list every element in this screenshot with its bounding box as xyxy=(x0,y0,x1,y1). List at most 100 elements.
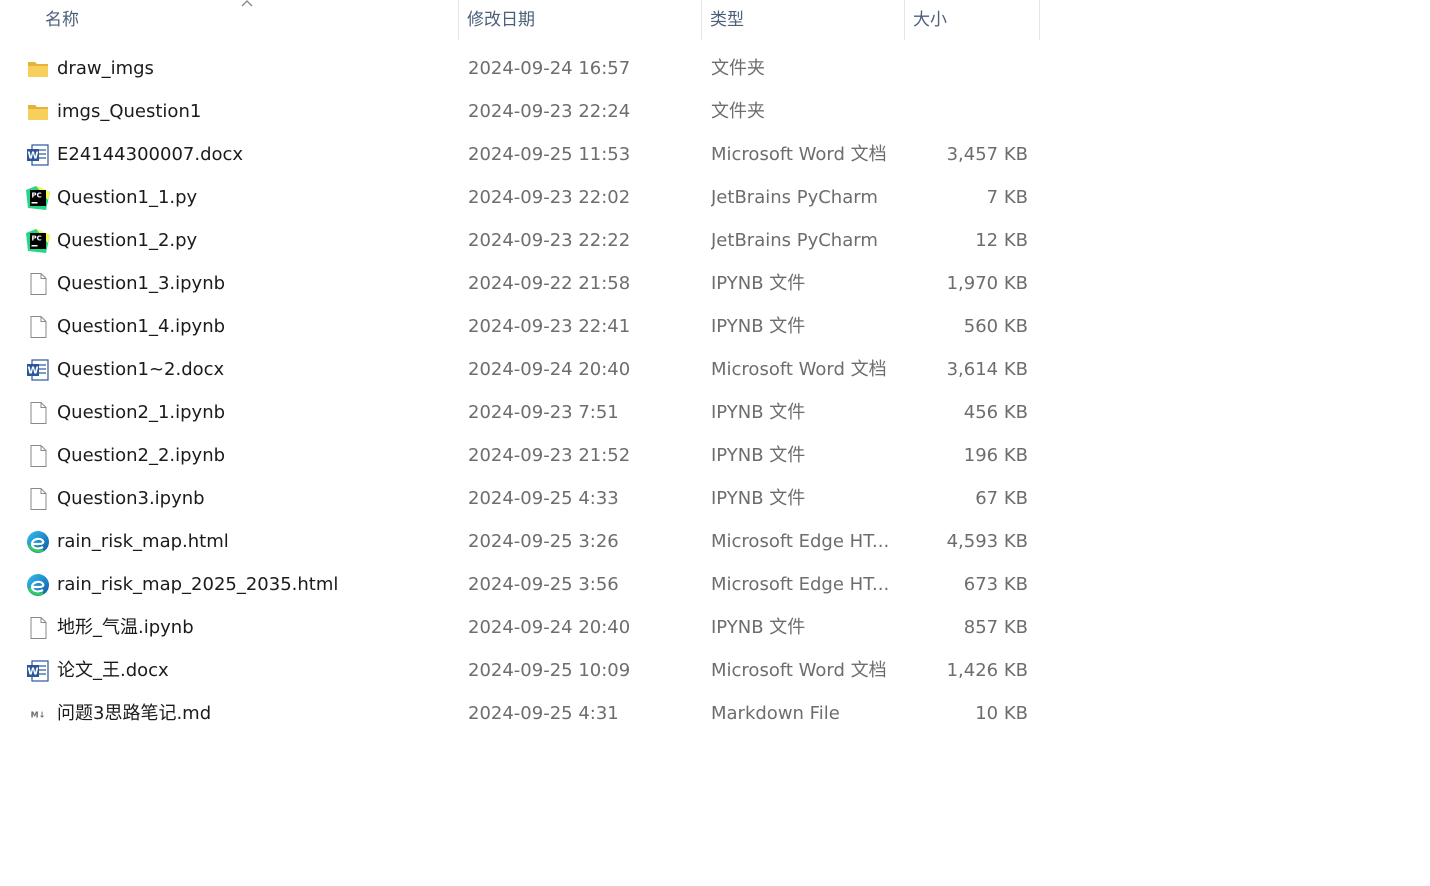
file-size: 1,426 KB xyxy=(946,660,1028,681)
file-icon xyxy=(26,272,50,296)
file-icon xyxy=(26,616,50,640)
column-header-name[interactable]: 名称 xyxy=(37,0,459,40)
folder-icon xyxy=(26,57,50,81)
file-row[interactable]: draw_imgs 2024-09-24 16:57 文件夹 xyxy=(22,47,1040,90)
column-header-date-modified[interactable]: 修改日期 xyxy=(459,0,702,40)
file-type: Microsoft Edge HT... xyxy=(711,531,890,552)
file-date-modified: 2024-09-23 21:52 xyxy=(468,445,631,466)
file-size: 3,457 KB xyxy=(946,144,1028,165)
file-size: 67 KB xyxy=(975,488,1028,509)
svg-text:W: W xyxy=(27,151,38,162)
file-name: 问题3思路笔记.md xyxy=(57,703,212,724)
file-date-modified: 2024-09-23 22:41 xyxy=(468,316,631,337)
word-icon: W xyxy=(26,143,50,167)
file-name: 论文_王.docx xyxy=(57,660,169,681)
file-row[interactable]: rain_risk_map.html 2024-09-25 3:26 Microso… xyxy=(22,520,1040,563)
edge-icon xyxy=(26,530,50,554)
file-type: IPYNB 文件 xyxy=(711,617,806,638)
file-type: Markdown File xyxy=(711,703,840,724)
file-row[interactable]: 地形_气温.ipynb 2024-09-24 20:40 IPYNB 文件 857 K… xyxy=(22,606,1040,649)
file-type: Microsoft Word 文档 xyxy=(711,660,887,681)
file-name: E24144300007.docx xyxy=(57,144,244,165)
sort-ascending-icon xyxy=(241,0,253,7)
file-date-modified: 2024-09-24 20:40 xyxy=(468,359,631,380)
folder-icon xyxy=(26,100,50,124)
file-row[interactable]: Question1_3.ipynb 2024-09-22 21:58 IPYNB 文… xyxy=(22,262,1040,305)
file-row[interactable]: PC Question1_2.py 2024-09-23 22:22 JetBrain… xyxy=(22,219,1040,262)
pycharm-icon: PC xyxy=(26,229,50,253)
file-size: 857 KB xyxy=(963,617,1028,638)
word-icon: W xyxy=(26,659,50,683)
svg-text:W: W xyxy=(27,366,38,377)
file-row[interactable]: W Question1~2.docx 2024-09-24 20:40 Microso… xyxy=(22,348,1040,391)
file-type: IPYNB 文件 xyxy=(711,316,806,337)
file-type: Microsoft Word 文档 xyxy=(711,144,887,165)
file-name: Question1_4.ipynb xyxy=(57,316,226,337)
file-name: Question2_2.ipynb xyxy=(57,445,226,466)
column-header-size[interactable]: 大小 xyxy=(905,0,1040,40)
file-date-modified: 2024-09-24 16:57 xyxy=(468,58,631,79)
file-icon xyxy=(26,401,50,425)
file-row[interactable]: M↓ 问题3思路笔记.md 2024-09-25 4:31 Markdown File… xyxy=(22,692,1040,735)
file-date-modified: 2024-09-23 22:24 xyxy=(468,101,631,122)
file-name: 地形_气温.ipynb xyxy=(57,617,194,638)
file-row[interactable]: Question2_2.ipynb 2024-09-23 21:52 IPYNB 文… xyxy=(22,434,1040,477)
file-row[interactable]: W 论文_王.docx 2024-09-25 10:09 Microsoft Word… xyxy=(22,649,1040,692)
file-date-modified: 2024-09-25 4:33 xyxy=(468,488,619,509)
column-header-type-label: 类型 xyxy=(710,10,744,30)
file-date-modified: 2024-09-25 3:56 xyxy=(468,574,619,595)
file-row[interactable]: Question3.ipynb 2024-09-25 4:33 IPYNB 文件 67… xyxy=(22,477,1040,520)
file-name: Question3.ipynb xyxy=(57,488,205,509)
svg-text:W: W xyxy=(27,667,38,678)
file-type: 文件夹 xyxy=(711,101,765,122)
file-size: 560 KB xyxy=(963,316,1028,337)
file-date-modified: 2024-09-22 21:58 xyxy=(468,273,631,294)
file-row[interactable]: Question2_1.ipynb 2024-09-23 7:51 IPYNB 文件… xyxy=(22,391,1040,434)
markdown-icon: M↓ xyxy=(26,702,50,726)
file-size: 1,970 KB xyxy=(946,273,1028,294)
file-date-modified: 2024-09-23 22:22 xyxy=(468,230,631,251)
file-size: 10 KB xyxy=(975,703,1028,724)
file-date-modified: 2024-09-23 22:02 xyxy=(468,187,631,208)
file-date-modified: 2024-09-25 10:09 xyxy=(468,660,631,681)
file-icon xyxy=(26,315,50,339)
pycharm-icon: PC xyxy=(26,186,50,210)
file-size: 456 KB xyxy=(963,402,1028,423)
file-icon xyxy=(26,487,50,511)
file-date-modified: 2024-09-25 4:31 xyxy=(468,703,619,724)
file-row[interactable]: imgs_Question1 2024-09-23 22:24 文件夹 xyxy=(22,90,1040,133)
file-row[interactable]: W E24144300007.docx 2024-09-25 11:53 Micros… xyxy=(22,133,1040,176)
word-icon: W xyxy=(26,358,50,382)
svg-text:PC: PC xyxy=(32,235,42,243)
file-name: imgs_Question1 xyxy=(57,101,202,122)
file-size: 12 KB xyxy=(975,230,1028,251)
file-name: rain_risk_map.html xyxy=(57,531,229,552)
file-type: 文件夹 xyxy=(711,58,765,79)
file-size: 3,614 KB xyxy=(946,359,1028,380)
file-row[interactable]: PC Question1_1.py 2024-09-23 22:02 JetBrain… xyxy=(22,176,1040,219)
file-type: Microsoft Edge HT... xyxy=(711,574,890,595)
file-date-modified: 2024-09-25 3:26 xyxy=(468,531,619,552)
file-row[interactable]: rain_risk_map_2025_2035.html 2024-09-25 3… xyxy=(22,563,1040,606)
file-icon xyxy=(26,444,50,468)
file-name: Question1_3.ipynb xyxy=(57,273,226,294)
file-type: IPYNB 文件 xyxy=(711,273,806,294)
file-name: Question1_1.py xyxy=(57,187,198,208)
file-name: Question1_2.py xyxy=(57,230,198,251)
file-size: 673 KB xyxy=(963,574,1028,595)
column-header-name-label: 名称 xyxy=(45,10,79,30)
edge-icon xyxy=(26,573,50,597)
column-header-bar: 名称 修改日期 类型 大小 xyxy=(0,0,1040,40)
file-date-modified: 2024-09-25 11:53 xyxy=(468,144,631,165)
column-header-type[interactable]: 类型 xyxy=(702,0,905,40)
file-type: IPYNB 文件 xyxy=(711,445,806,466)
file-type: IPYNB 文件 xyxy=(711,402,806,423)
file-type: Microsoft Word 文档 xyxy=(711,359,887,380)
file-name: Question2_1.ipynb xyxy=(57,402,226,423)
file-size: 4,593 KB xyxy=(946,531,1028,552)
file-type: JetBrains PyCharm xyxy=(711,230,878,251)
file-type: IPYNB 文件 xyxy=(711,488,806,509)
file-name: rain_risk_map_2025_2035.html xyxy=(57,574,339,595)
file-row[interactable]: Question1_4.ipynb 2024-09-23 22:41 IPYNB 文… xyxy=(22,305,1040,348)
